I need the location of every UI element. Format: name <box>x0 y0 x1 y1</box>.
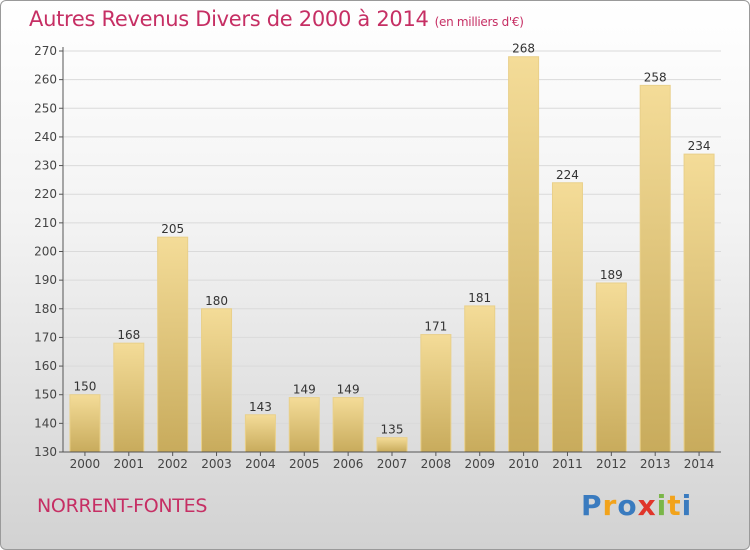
bar <box>639 84 671 453</box>
y-tick-label: 150 <box>34 388 57 402</box>
x-tick-label: 2005 <box>289 457 320 471</box>
logo-letter: P <box>581 489 603 522</box>
bar <box>113 342 145 453</box>
y-tick-label: 240 <box>34 130 57 144</box>
y-tick-label: 270 <box>34 44 57 58</box>
y-tick-label: 140 <box>34 416 57 430</box>
proxiti-logo[interactable]: Proxiti <box>581 489 692 522</box>
bar <box>201 308 233 453</box>
data-label: 205 <box>161 222 184 236</box>
data-label: 143 <box>249 400 272 414</box>
x-tick-label: 2008 <box>421 457 452 471</box>
data-label: 150 <box>73 380 96 394</box>
bar <box>551 182 583 453</box>
chart-title-unit: (en milliers d'€) <box>434 15 524 29</box>
x-tick-label: 2002 <box>157 457 188 471</box>
x-tick-label: 2013 <box>640 457 671 471</box>
x-tick-label: 2006 <box>333 457 364 471</box>
data-label: 268 <box>512 42 535 56</box>
bar <box>464 305 496 453</box>
data-label: 258 <box>644 70 667 84</box>
logo-letter: o <box>617 489 638 522</box>
y-tick-label: 180 <box>34 302 57 316</box>
bar <box>288 397 320 453</box>
x-tick-label: 2012 <box>596 457 627 471</box>
x-tick-label: 2014 <box>684 457 715 471</box>
logo-letter: i <box>656 489 668 522</box>
x-tick-label: 2009 <box>464 457 495 471</box>
bars <box>69 56 715 453</box>
y-tick-label: 260 <box>34 73 57 87</box>
x-tick-label: 2011 <box>552 457 583 471</box>
data-label: 149 <box>293 383 316 397</box>
x-tick-label: 2001 <box>114 457 145 471</box>
y-tick-label: 230 <box>34 159 57 173</box>
bar <box>157 236 189 453</box>
data-label: 180 <box>205 294 228 308</box>
bar <box>69 394 101 453</box>
place-name: NORRENT-FONTES <box>37 495 208 517</box>
axes <box>59 47 721 456</box>
data-label: 135 <box>381 423 404 437</box>
data-label: 224 <box>556 168 579 182</box>
y-tick-label: 200 <box>34 245 57 259</box>
data-label: 171 <box>424 320 447 334</box>
logo-letter: t <box>667 489 682 522</box>
bar <box>420 334 452 453</box>
logo-letter: i <box>681 489 693 522</box>
bar <box>332 397 364 453</box>
data-label: 189 <box>600 268 623 282</box>
y-tick-label: 210 <box>34 216 57 230</box>
data-label: 168 <box>117 328 140 342</box>
y-tick-label: 250 <box>34 101 57 115</box>
chart-title: Autres Revenus Divers de 2000 à 2014 (en … <box>29 7 524 31</box>
bar <box>508 56 540 453</box>
logo-letter: r <box>602 489 618 522</box>
data-label: 234 <box>688 139 711 153</box>
data-label: 181 <box>468 291 491 305</box>
y-tick-label: 130 <box>34 445 57 459</box>
bar <box>683 153 715 453</box>
labels: 130 140 150 160 170 180 190 200 210 220 230 240 250 2… <box>34 42 714 471</box>
data-label: 149 <box>337 383 360 397</box>
x-tick-label: 2007 <box>377 457 408 471</box>
y-tick-label: 170 <box>34 330 57 344</box>
x-tick-label: 2000 <box>70 457 101 471</box>
y-tick-label: 190 <box>34 273 57 287</box>
bar <box>244 414 276 453</box>
chart-title-text: Autres Revenus Divers de 2000 à 2014 <box>29 7 429 31</box>
x-tick-label: 2010 <box>508 457 539 471</box>
bar <box>376 437 408 453</box>
y-tick-label: 220 <box>34 187 57 201</box>
x-tick-label: 2004 <box>245 457 276 471</box>
y-tick-label: 160 <box>34 359 57 373</box>
logo-letter: x <box>637 489 657 522</box>
bar <box>595 282 627 453</box>
x-tick-label: 2003 <box>201 457 232 471</box>
